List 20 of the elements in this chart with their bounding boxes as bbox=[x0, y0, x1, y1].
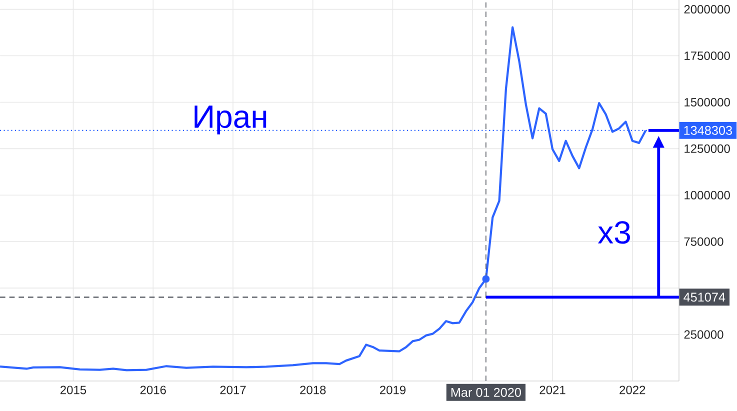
x-tick-label: 2021 bbox=[540, 386, 566, 394]
x-tick-label: 2015 bbox=[60, 386, 86, 394]
ref-line-label: 1348303 bbox=[684, 126, 732, 135]
y-tick-label: 1000000 bbox=[684, 190, 730, 200]
ref-line-label: 451074 bbox=[684, 292, 726, 302]
x-tick-label: 2019 bbox=[380, 386, 406, 394]
x-tick-label: 2017 bbox=[220, 386, 246, 394]
x-tick-label: 2018 bbox=[300, 386, 326, 394]
text: Иран bbox=[194, 106, 266, 134]
x-tick-label: 2016 bbox=[140, 386, 166, 394]
y-tick-label: 1250000 bbox=[684, 144, 730, 153]
ref-line-label: Mar 01 2020 bbox=[451, 388, 521, 397]
line-series bbox=[0, 26, 647, 372]
annotation: x3 bbox=[598, 221, 630, 244]
y-tick-label: 1750000 bbox=[684, 52, 730, 60]
y-tick-label: 1500000 bbox=[684, 98, 730, 106]
x-tick-label: 2022 bbox=[620, 386, 646, 394]
y-tick-label: 750000 bbox=[684, 237, 724, 246]
y-tick-label: 250000 bbox=[684, 330, 724, 339]
y-tick-label: 2000000 bbox=[684, 5, 730, 14]
